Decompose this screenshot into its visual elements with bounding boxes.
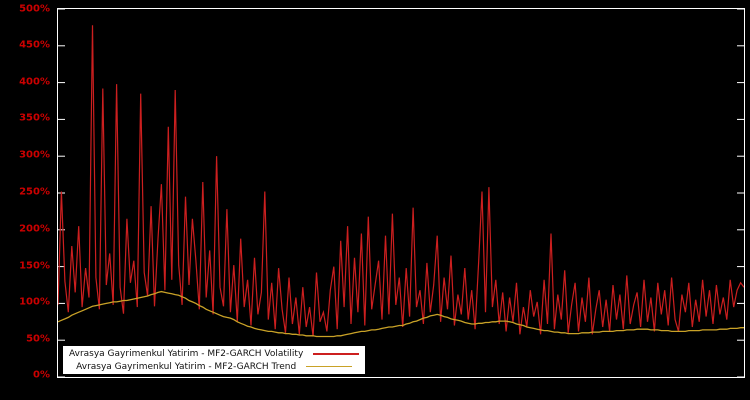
y-axis-tick-label: 250% xyxy=(19,186,50,198)
volatility-line xyxy=(58,25,744,337)
chart-canvas xyxy=(58,9,744,377)
y-axis-tick-label: 450% xyxy=(19,39,50,51)
y-axis-tick-label: 300% xyxy=(19,149,50,161)
y-axis-tick-label: 50% xyxy=(26,333,50,345)
y-axis-tick-label: 350% xyxy=(19,112,50,124)
y-axis-tick-label: 100% xyxy=(19,296,50,308)
plot-area: Avrasya Gayrimenkul Yatirim - MF2-GARCH … xyxy=(57,8,745,378)
y-axis-tick-label: 150% xyxy=(19,260,50,272)
legend-label-volatility: Avrasya Gayrimenkul Yatirim - MF2-GARCH … xyxy=(69,348,304,359)
y-axis-tick-label: 200% xyxy=(19,223,50,235)
legend: Avrasya Gayrimenkul Yatirim - MF2-GARCH … xyxy=(63,346,366,374)
legend-swatch-trend-line xyxy=(306,366,353,367)
y-axis: 0% 50% 100% 150% 200% 250% 300% 350% 400% 450% 500… xyxy=(0,4,52,381)
y-axis-tick-label: 400% xyxy=(19,76,50,88)
legend-swatch-volatility-line xyxy=(313,352,360,355)
legend-label-trend: Avrasya Gayrimenkul Yatirim - MF2-GARCH … xyxy=(76,361,297,372)
legend-item-volatility: Avrasya Gayrimenkul Yatirim - MF2-GARCH … xyxy=(69,347,360,360)
legend-item-trend: Avrasya Gayrimenkul Yatirim - MF2-GARCH … xyxy=(76,360,353,373)
y-axis-tick-label: 500% xyxy=(19,3,50,15)
y-axis-tick-label: 0% xyxy=(33,369,50,381)
trend-line xyxy=(58,290,744,338)
